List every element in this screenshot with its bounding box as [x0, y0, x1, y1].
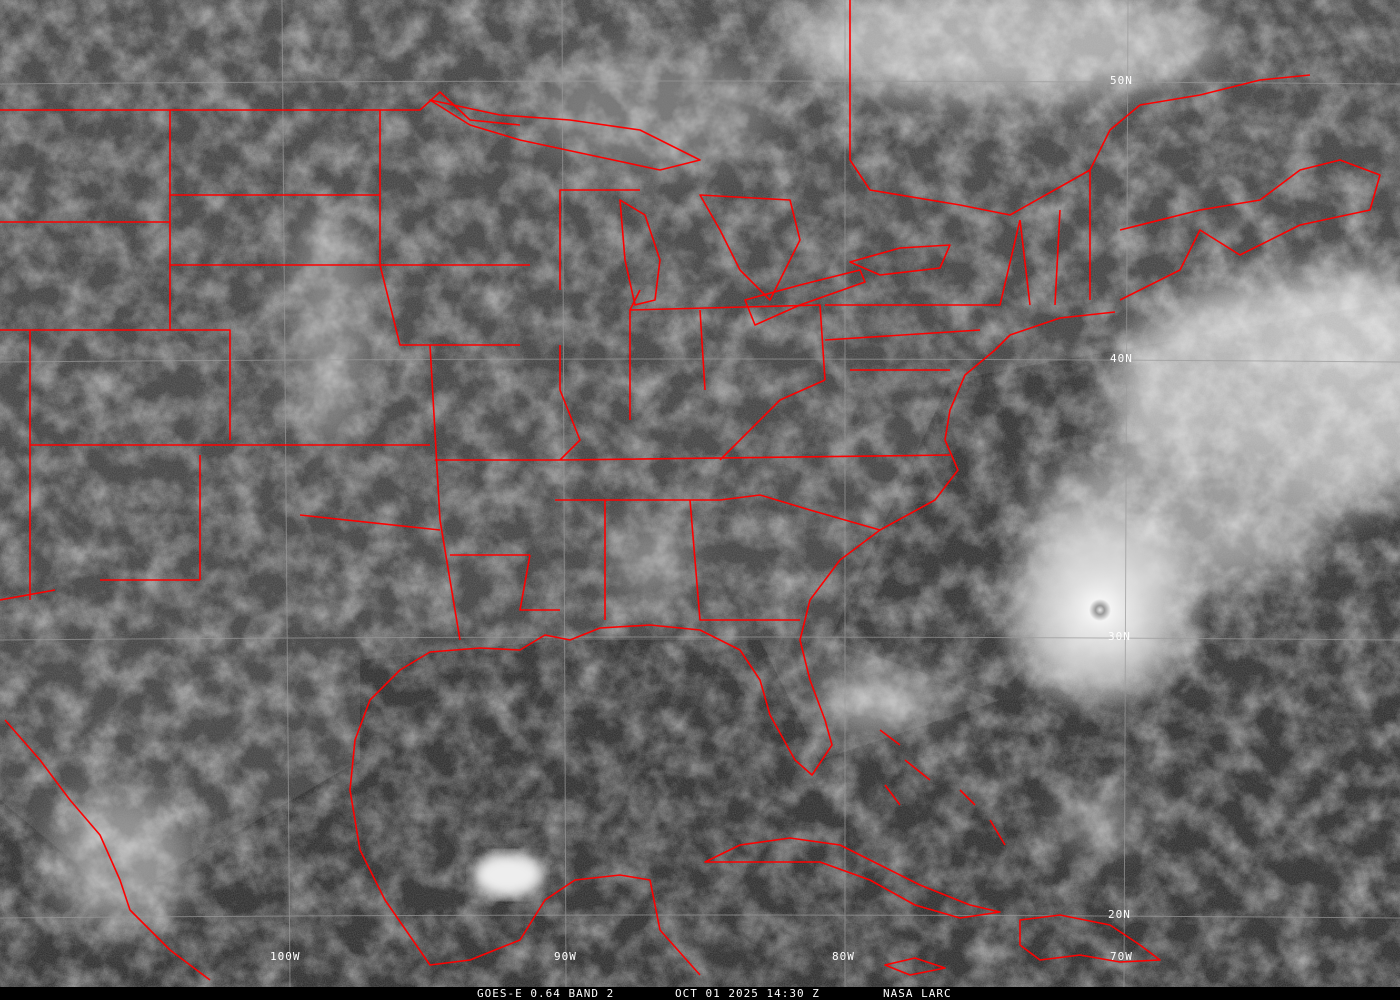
coastline-jamaica [884, 957, 946, 976]
gridline-50n [0, 80, 1400, 85]
hurricane [990, 500, 1210, 720]
timestamp-label: OCT 01 2025 14:30 Z [675, 987, 820, 1000]
longitude-label-70w: 70W [1110, 950, 1133, 963]
lake-superior [429, 99, 701, 171]
state-lines [0, 110, 1091, 641]
longitude-label-80w: 80W [832, 950, 855, 963]
image-caption-bar: GOES-E 0.64 BAND 2 OCT 01 2025 14:30 Z N… [0, 987, 1400, 1000]
lake-huron [699, 194, 801, 301]
latitude-label-20n: 20N [1108, 908, 1131, 921]
latitude-label-50n: 50N [1110, 74, 1133, 87]
coastline-hispaniola [1019, 914, 1161, 963]
gridline-90w [561, 0, 567, 987]
longitude-label-100w: 100W [270, 950, 301, 963]
canada-maritimes [1119, 159, 1381, 301]
coastline-bahamas [879, 729, 1006, 846]
gridline-40n [0, 358, 1400, 363]
gridline-100w [281, 0, 291, 987]
coastline-east-gulf [349, 311, 1116, 976]
political-boundaries [0, 0, 1381, 981]
satellite-band-label: GOES-E 0.64 BAND 2 [477, 987, 615, 1000]
longitude-label-90w: 90W [554, 950, 577, 963]
source-label: NASA LARC [883, 987, 952, 1000]
lake-michigan [619, 199, 661, 306]
lake-ontario [849, 244, 951, 276]
coastline-cuba [704, 837, 1001, 919]
gridline-20n [0, 914, 1400, 919]
lake-erie [744, 269, 866, 326]
latitude-label-40n: 40N [1110, 352, 1133, 365]
latitude-label-30n: 30N [1108, 630, 1131, 643]
gridline-30n [0, 636, 1400, 641]
gridline-70w [1123, 0, 1129, 987]
coastline-mexico-pacific [4, 719, 211, 981]
